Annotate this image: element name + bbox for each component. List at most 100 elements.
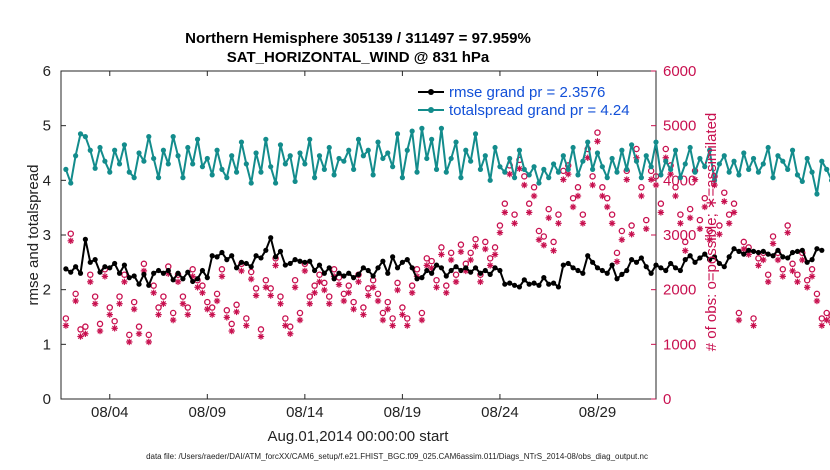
obs-assimilated-point bbox=[238, 267, 245, 275]
rmse-point bbox=[219, 249, 225, 256]
totalspread-point bbox=[370, 172, 376, 178]
obs-possible-point bbox=[682, 238, 689, 246]
rmse-point bbox=[746, 247, 752, 253]
totalspread-point bbox=[726, 169, 732, 175]
chart-subtitle: SAT_HORIZONTAL_WIND @ 831 hPa bbox=[227, 49, 490, 66]
totalspread-point bbox=[799, 178, 805, 185]
rmse-point bbox=[526, 281, 532, 287]
totalspread-point bbox=[687, 144, 693, 151]
obs-assimilated-point bbox=[677, 220, 684, 227]
obs-assimilated-point bbox=[696, 225, 704, 232]
totalspread-point bbox=[170, 134, 176, 140]
obs-assimilated-point bbox=[530, 192, 538, 200]
totalspread-point bbox=[209, 172, 215, 178]
obs-assimilated-point bbox=[691, 176, 699, 183]
obs-possible-point bbox=[267, 285, 274, 292]
totalspread-point bbox=[721, 153, 727, 159]
totalspread-point bbox=[238, 139, 245, 145]
obs-possible-point bbox=[360, 304, 367, 311]
obs-assimilated-point bbox=[755, 262, 762, 269]
totalspread-point bbox=[492, 144, 498, 151]
obs-possible-point bbox=[496, 222, 504, 229]
obs-assimilated-point bbox=[452, 278, 460, 286]
obs-possible-point bbox=[96, 320, 104, 328]
obs-assimilated-point bbox=[248, 275, 255, 283]
obs-assimilated-point bbox=[613, 258, 621, 265]
totalspread-point bbox=[302, 161, 308, 167]
obs-possible-point bbox=[608, 211, 616, 218]
obs-possible-point bbox=[106, 304, 114, 311]
rmse-point bbox=[141, 271, 147, 277]
totalspread-point bbox=[175, 153, 181, 159]
rmse-point bbox=[107, 265, 113, 271]
rmse-point bbox=[385, 270, 391, 276]
totalspread-point bbox=[789, 147, 796, 153]
obs-assimilated-point bbox=[82, 330, 89, 337]
obs-possible-point bbox=[530, 184, 538, 191]
totalspread-point bbox=[658, 172, 664, 178]
rmse-point bbox=[609, 262, 615, 268]
totalspread-point bbox=[750, 155, 757, 162]
rmse-point bbox=[77, 270, 84, 276]
obs-possible-point bbox=[325, 293, 333, 300]
totalspread-point bbox=[614, 169, 620, 175]
totalspread-point bbox=[785, 166, 791, 172]
totalspread-point bbox=[731, 158, 737, 164]
rmse-point bbox=[780, 254, 786, 260]
rmse-point bbox=[687, 253, 693, 259]
rmse-point bbox=[272, 254, 279, 260]
rmse-point bbox=[214, 254, 220, 260]
rmse-point bbox=[331, 276, 337, 282]
obs-count-layer bbox=[62, 129, 830, 346]
obs-assimilated-point bbox=[618, 236, 626, 243]
obs-possible-point bbox=[428, 257, 435, 265]
x-tick-label: 08/04 bbox=[91, 404, 129, 421]
obs-assimilated-point bbox=[750, 322, 757, 329]
obs-possible-point bbox=[706, 227, 713, 235]
totalspread-point bbox=[819, 158, 825, 164]
totalspread-point bbox=[580, 158, 586, 164]
totalspread-point bbox=[126, 169, 132, 175]
totalspread-point bbox=[282, 161, 288, 167]
totalspread-point bbox=[507, 155, 513, 162]
obs-assimilated-point bbox=[394, 286, 401, 294]
obs-assimilated-point bbox=[579, 220, 587, 227]
obs-assimilated-point bbox=[67, 237, 74, 245]
rmse-point bbox=[121, 262, 128, 268]
plot-frame bbox=[60, 70, 657, 400]
obs-assimilated-point bbox=[311, 289, 318, 296]
totalspread-point bbox=[263, 136, 269, 142]
obs-assimilated-point bbox=[808, 273, 816, 280]
obs-assimilated-point bbox=[130, 305, 138, 313]
totalspread-point bbox=[346, 147, 352, 153]
obs-assimilated-point bbox=[769, 240, 777, 247]
totalspread-point bbox=[780, 158, 786, 164]
obs-assimilated-point bbox=[550, 247, 557, 254]
rmse-point bbox=[731, 246, 737, 252]
obs-assimilated-point bbox=[716, 231, 723, 238]
obs-assimilated-point bbox=[496, 229, 504, 236]
obs-assimilated-point bbox=[594, 138, 601, 145]
obs-assimilated-point bbox=[287, 330, 294, 337]
totalspread-point bbox=[438, 125, 445, 131]
obs-possible-point bbox=[160, 293, 167, 300]
totalspread-point bbox=[146, 134, 152, 140]
rmse-point bbox=[175, 270, 181, 276]
obs-possible-point bbox=[111, 317, 118, 325]
totalspread-point bbox=[165, 161, 171, 167]
totalspread-point bbox=[497, 164, 503, 170]
totalspread-point bbox=[643, 153, 649, 159]
obs-assimilated-point bbox=[350, 305, 357, 313]
rmse-point bbox=[194, 276, 201, 282]
obs-assimilated-point bbox=[799, 256, 806, 264]
totalspread-point bbox=[692, 169, 698, 175]
obs-possible-point bbox=[560, 167, 567, 175]
obs-assimilated-point bbox=[228, 327, 235, 335]
rmse-point bbox=[253, 253, 259, 259]
rmse-point bbox=[760, 248, 766, 254]
totalspread-point bbox=[199, 164, 206, 170]
totalspread-point bbox=[443, 169, 449, 175]
obs-possible-point bbox=[67, 230, 75, 237]
rmse-point bbox=[682, 257, 688, 263]
obs-possible-point bbox=[130, 298, 138, 306]
